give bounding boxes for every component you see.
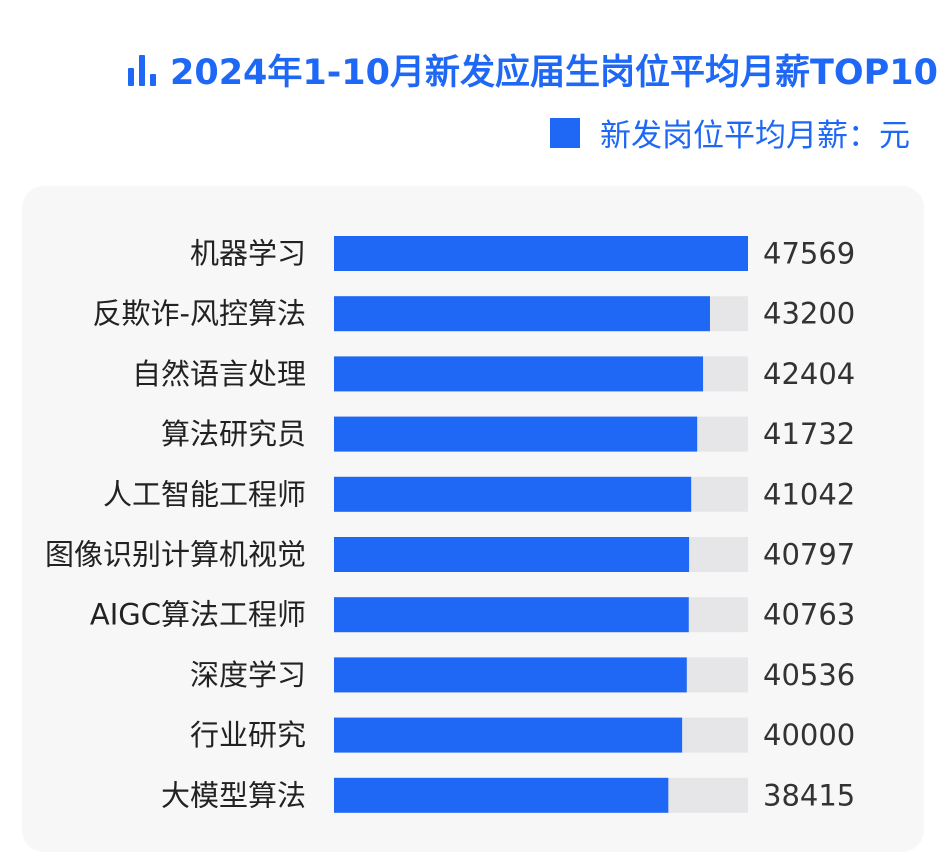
legend-swatch xyxy=(550,117,580,148)
category-label: AIGC算法工程师 xyxy=(90,598,306,632)
value-label: 43200 xyxy=(763,297,855,331)
value-label: 47569 xyxy=(763,237,855,271)
chart-title: 2024年1-10月新发应届生岗位平均月薪TOP10 xyxy=(170,53,938,93)
category-label: 算法研究员 xyxy=(161,417,306,451)
value-label: 40797 xyxy=(763,538,855,572)
bar xyxy=(334,777,669,813)
value-label: 42404 xyxy=(763,357,855,391)
category-label: 图像识别计算机视觉 xyxy=(45,538,306,572)
value-label: 40763 xyxy=(763,598,855,632)
legend-label: 新发岗位平均月薪：元 xyxy=(600,118,910,154)
bar-chart-icon xyxy=(128,54,156,86)
bar xyxy=(334,236,748,271)
value-label: 38415 xyxy=(763,778,855,812)
category-label: 行业研究 xyxy=(190,718,306,752)
category-label: 自然语言处理 xyxy=(132,357,306,391)
bar xyxy=(334,597,689,633)
bar xyxy=(334,657,687,693)
value-label: 41732 xyxy=(763,417,855,451)
value-label: 40000 xyxy=(763,718,855,752)
bar xyxy=(334,476,692,512)
bar xyxy=(334,537,690,572)
bar xyxy=(334,416,698,452)
category-label: 深度学习 xyxy=(190,658,306,692)
chart-legend: 新发岗位平均月薪：元 xyxy=(550,110,910,155)
category-label: 人工智能工程师 xyxy=(103,477,306,511)
category-label: 反欺诈-风控算法 xyxy=(93,297,306,331)
bar xyxy=(334,717,683,753)
value-label: 40536 xyxy=(763,658,855,692)
chart-title-row: 2024年1-10月新发应届生岗位平均月薪TOP10 xyxy=(126,44,938,95)
bar xyxy=(334,356,704,392)
value-label: 41042 xyxy=(763,477,855,511)
category-label: 大模型算法 xyxy=(161,778,306,812)
bar xyxy=(334,296,710,332)
category-label: 机器学习 xyxy=(190,237,306,271)
